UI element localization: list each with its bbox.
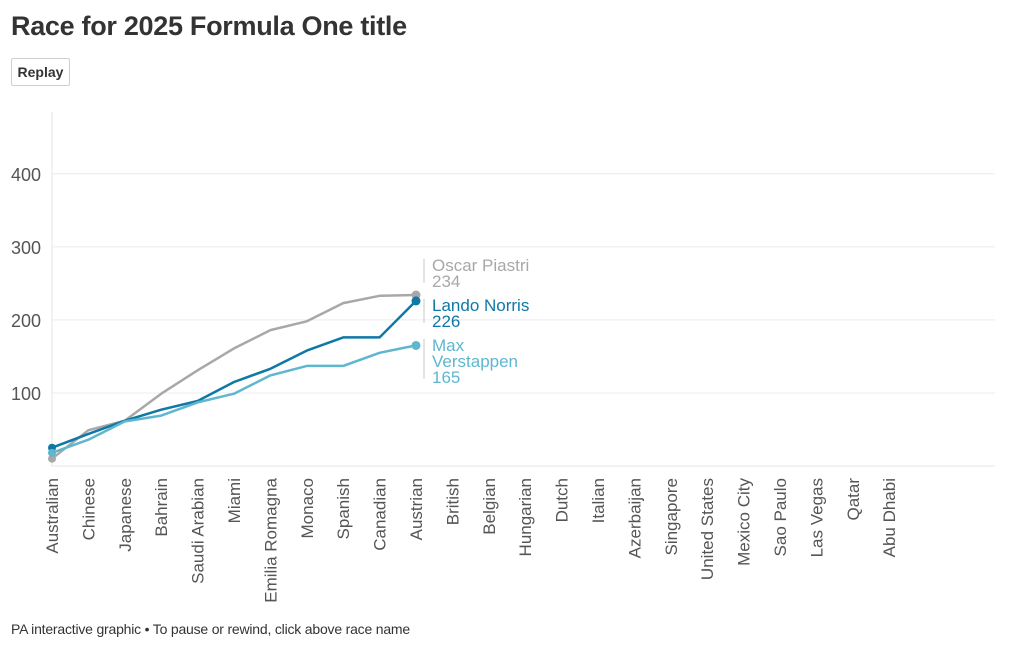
series-line-lando-norris xyxy=(50,299,418,449)
series-line-max-verstappen xyxy=(50,344,418,455)
driver-name-oscar-piastri: Oscar Piastri xyxy=(432,256,529,275)
race-label-united-states[interactable]: United States xyxy=(698,478,717,580)
series-lines xyxy=(48,290,421,463)
race-label-spanish[interactable]: Spanish xyxy=(334,478,353,539)
race-label-mexico-city[interactable]: Mexico City xyxy=(735,478,754,566)
grid xyxy=(52,173,995,394)
y-tick-label: 300 xyxy=(11,238,41,258)
race-label-austrian[interactable]: Austrian xyxy=(407,478,426,540)
race-label-saudi-arabian[interactable]: Saudi Arabian xyxy=(189,478,208,584)
race-label-chinese[interactable]: Chinese xyxy=(79,478,98,540)
race-label-italian[interactable]: Italian xyxy=(589,478,608,523)
race-label-miami[interactable]: Miami xyxy=(225,478,244,523)
driver-points-oscar-piastri: 234 xyxy=(432,272,460,291)
race-label-sao-paulo[interactable]: Sao Paulo xyxy=(771,478,790,556)
series-start-point-max-verstappen xyxy=(48,448,56,457)
driver-points-max-verstappen: 165 xyxy=(432,368,460,387)
race-label-emilia-romagna[interactable]: Emilia Romagna xyxy=(261,477,280,602)
race-label-abu-dhabi[interactable]: Abu Dhabi xyxy=(880,478,899,557)
race-label-monaco[interactable]: Monaco xyxy=(298,478,317,538)
race-label-japanese[interactable]: Japanese xyxy=(116,478,135,552)
driver-points-lando-norris: 226 xyxy=(432,312,460,331)
race-label-bahrain[interactable]: Bahrain xyxy=(152,478,171,537)
race-label-australian[interactable]: Australian xyxy=(43,478,62,554)
replay-button[interactable]: Replay xyxy=(11,58,70,86)
race-label-singapore[interactable]: Singapore xyxy=(662,478,681,556)
y-tick-label: 100 xyxy=(11,384,41,404)
series-start-point-oscar-piastri xyxy=(48,454,56,463)
chart-title: Race for 2025 Formula One title xyxy=(11,11,407,41)
race-label-british[interactable]: British xyxy=(443,478,462,525)
race-label-las-vegas[interactable]: Las Vegas xyxy=(807,478,826,557)
race-label-azerbaijan[interactable]: Azerbaijan xyxy=(625,478,644,558)
y-tick-label: 200 xyxy=(11,311,41,331)
race-label-dutch[interactable]: Dutch xyxy=(553,478,572,522)
series-end-point-max-verstappen xyxy=(411,340,421,350)
driver-name-max-verstappen: Max xyxy=(432,336,465,355)
driver-name-max-verstappen: Verstappen xyxy=(432,352,518,371)
footer-note: PA interactive graphic • To pause or rew… xyxy=(11,621,410,637)
axes: 100 200 300 400 Australian Chinese Japanese Bah… xyxy=(11,112,995,603)
series-end-point-lando-norris xyxy=(411,296,421,306)
y-tick-label: 400 xyxy=(11,165,41,185)
race-label-hungarian[interactable]: Hungarian xyxy=(516,478,535,556)
driver-name-lando-norris: Lando Norris xyxy=(432,296,529,315)
race-label-qatar[interactable]: Qatar xyxy=(844,478,863,521)
race-label-canadian[interactable]: Canadian xyxy=(371,478,390,551)
race-label-belgian[interactable]: Belgian xyxy=(480,478,499,535)
